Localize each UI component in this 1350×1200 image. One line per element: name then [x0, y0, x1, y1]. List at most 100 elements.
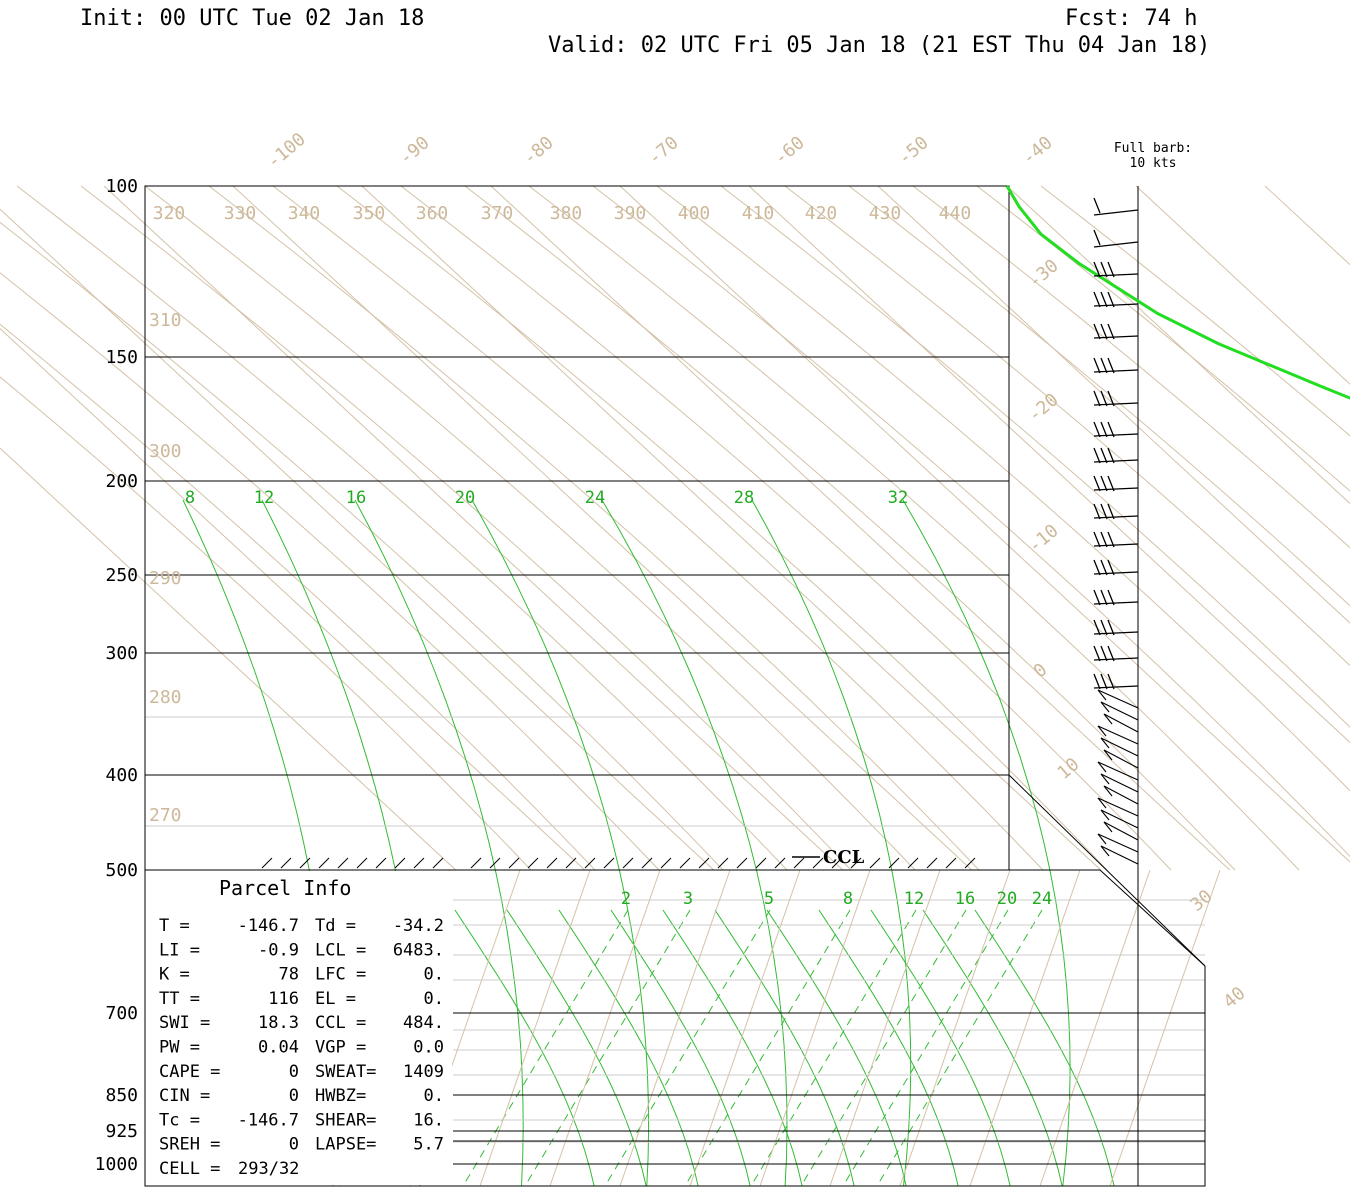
wind-barb-flag: [1100, 645, 1108, 662]
wind-barb-flag: [1093, 673, 1101, 690]
parcel-field-value: 0.: [424, 1086, 444, 1106]
parcel-field-value: 78: [279, 965, 299, 985]
dry-adiabat-line: [0, 376, 532, 871]
pressure-label: 100: [105, 176, 138, 197]
wind-barb-shaft: [1093, 487, 1139, 491]
parcel-field-label: CIN =: [159, 1086, 210, 1106]
mixing-ratio-label: 8: [843, 889, 853, 909]
mixing-ratio-lines: [182, 499, 1115, 1187]
hatch-mark: [641, 857, 653, 869]
theta-label: 350: [353, 203, 386, 224]
mixing-ratio-dashed-line: [604, 909, 771, 1187]
isotherm-line: [361, 185, 1102, 871]
theta-label: 440: [939, 203, 972, 224]
wind-barb-flag: [1100, 737, 1110, 749]
wind-barb-shaft: [1103, 749, 1139, 769]
dry-adiabat-line: [848, 185, 1350, 607]
isotherm-label: -10: [1024, 520, 1062, 557]
mixing-ratio-line: [751, 499, 912, 1187]
isotherm-label: -70: [644, 132, 682, 169]
parcel-field-label: SHEAR=: [315, 1110, 376, 1130]
wind-barb-flag: [1093, 229, 1101, 246]
theta-label: 400: [678, 203, 711, 224]
hatch-mark: [774, 857, 786, 869]
mixing-ratio-label: 24: [1032, 889, 1052, 909]
hatch-mark: [964, 857, 976, 869]
parcel-field-value: 484.: [403, 1013, 444, 1033]
parcel-field-value: 0.: [424, 989, 444, 1009]
theta-label: 340: [288, 203, 321, 224]
lower-moist-curve: [974, 909, 1115, 1187]
mixing-ratio-label: 16: [346, 488, 366, 508]
theta-label: 390: [614, 203, 647, 224]
wind-barb-flag: [1100, 390, 1108, 407]
wind-barb-flag: [1093, 261, 1101, 278]
wind-barb-shaft: [1093, 369, 1139, 373]
wind-barb-flag: [1093, 447, 1101, 464]
isotherm-label: -30: [1024, 255, 1062, 292]
hatch-mark: [584, 857, 596, 869]
dry-adiabat-line: [336, 185, 1108, 871]
lower-moist-curve: [922, 909, 1063, 1187]
parcel-field-value: 16.: [413, 1110, 444, 1130]
hatch-mark: [261, 857, 273, 869]
wind-barb-flag: [1107, 291, 1115, 308]
isotherm-line: [1135, 185, 1350, 385]
wind-barb-shaft: [1093, 543, 1139, 547]
isotherm-line: [0, 447, 457, 871]
parcel-field-value: 0.: [424, 965, 444, 985]
hatch-mark: [318, 857, 330, 869]
parcel-field-value: 6483.: [393, 940, 444, 960]
parcel-field-value: 0: [289, 1086, 299, 1106]
dry-adiabat-line: [720, 185, 1350, 728]
parcel-field-label: T =: [159, 916, 190, 936]
dry-adiabat-line: [144, 185, 916, 871]
hatch-mark: [850, 857, 862, 869]
wind-barb-shaft: [1103, 785, 1139, 805]
parcel-field-label: K =: [159, 965, 190, 985]
lower-tan-line: [1109, 869, 1221, 1187]
mixing-ratio-label: 2: [621, 889, 631, 909]
hatch-mark: [717, 857, 729, 869]
dry-adiabat-line: [16, 185, 788, 871]
panel-boundary-hatching: [261, 857, 976, 869]
lower-tan-line: [549, 869, 661, 1187]
parcel-field-label: LI =: [159, 940, 200, 960]
wind-barb-flag: [1100, 447, 1108, 464]
wind-barb-shaft: [1097, 725, 1139, 745]
lower-panel-grid: [145, 716, 1221, 1187]
wind-barb-shaft: [1100, 737, 1139, 757]
hatch-mark: [755, 857, 767, 869]
pressure-label: 850: [105, 1085, 138, 1106]
parcel-field-label: LAPSE=: [315, 1135, 376, 1155]
theta-label: 300: [149, 441, 182, 462]
isotherm-line: [748, 185, 1350, 744]
wind-barb-flag: [1093, 323, 1101, 340]
wind-barb-shaft: [1100, 773, 1139, 793]
parcel-field-label: HWBZ=: [315, 1086, 366, 1106]
wind-barb-flag: [1093, 589, 1101, 606]
parcel-field-value: 116: [268, 989, 299, 1009]
wind-barb-flag: [1100, 809, 1110, 821]
pressure-label: 150: [105, 347, 138, 368]
wind-barb-shaft: [1093, 303, 1139, 307]
lower-tan-line: [689, 869, 801, 1187]
dry-adiabat-line: [656, 185, 1350, 792]
theta-label: 290: [149, 568, 182, 589]
isotherm-label: -80: [519, 132, 557, 169]
mixing-ratio-label: 3: [683, 889, 693, 909]
ccl-label: CCL: [823, 847, 865, 868]
plot-frame: [144, 185, 1206, 1187]
wind-barb-flag: [1093, 559, 1101, 576]
wind-barb-shaft: [1093, 402, 1139, 406]
wind-barb-flag: [1100, 673, 1108, 690]
hatch-mark: [413, 857, 425, 869]
lower-tan-line: [619, 869, 731, 1187]
isotherm-line: [1264, 185, 1350, 266]
lower-moist-curve: [766, 909, 907, 1187]
isotherm-line: [490, 185, 1231, 871]
isotherm-label: 30: [1186, 886, 1216, 916]
wind-barb-flag: [1100, 845, 1110, 857]
wind-barb-flag: [1093, 619, 1101, 636]
wind-barb-shaft: [1103, 821, 1139, 841]
